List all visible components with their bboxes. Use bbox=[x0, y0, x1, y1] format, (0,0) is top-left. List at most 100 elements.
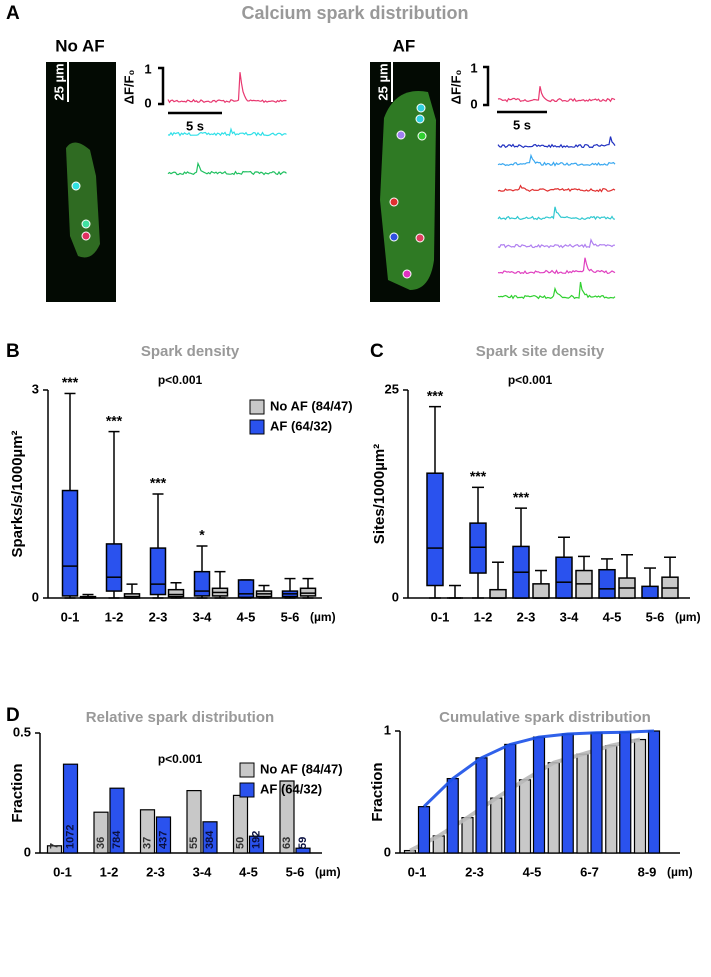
p-value: p<0.001 bbox=[158, 373, 203, 387]
trace bbox=[497, 153, 616, 167]
significance: * bbox=[199, 527, 205, 543]
y-tick-label: 0 bbox=[32, 589, 39, 604]
bar-count: 55 bbox=[188, 837, 200, 849]
bar bbox=[475, 757, 488, 854]
bar bbox=[403, 849, 417, 854]
x-tick-label: 0-1 bbox=[431, 609, 450, 624]
bar bbox=[561, 733, 574, 854]
trace bbox=[497, 184, 616, 193]
legend-label: No AF (84/47) bbox=[260, 761, 343, 776]
panel-label: B bbox=[6, 341, 20, 362]
panel-label: C bbox=[370, 341, 384, 362]
y-tick-label: 0 bbox=[392, 589, 399, 604]
trace-scale bbox=[158, 65, 547, 115]
significance: *** bbox=[470, 468, 487, 484]
trace-tick: 1 bbox=[144, 61, 151, 76]
cell bbox=[380, 91, 436, 290]
bar-count: 784 bbox=[111, 830, 123, 849]
bar bbox=[504, 743, 517, 854]
panel-label: A bbox=[6, 3, 20, 24]
y-tick-label: 1 bbox=[384, 722, 391, 737]
trace-tick: 0 bbox=[470, 96, 477, 111]
bar bbox=[633, 738, 647, 854]
chart-title: Cumulative spark distribution bbox=[439, 709, 651, 726]
box bbox=[426, 472, 444, 587]
bar bbox=[446, 777, 459, 854]
image-label: AF bbox=[393, 36, 416, 55]
box bbox=[555, 556, 573, 599]
chart-title: Spark site density bbox=[476, 343, 605, 360]
bar bbox=[461, 817, 474, 854]
x-tick-label: 4-5 bbox=[603, 609, 622, 624]
x-unit: (µm) bbox=[310, 610, 336, 624]
bar-count: 36 bbox=[95, 837, 107, 849]
box bbox=[237, 579, 255, 599]
spark-site bbox=[417, 131, 427, 141]
x-tick-label: 0-1 bbox=[53, 864, 72, 879]
bar bbox=[248, 835, 265, 854]
spark-site bbox=[415, 114, 425, 124]
x-tick-label: 2-3 bbox=[146, 864, 165, 879]
spark-site bbox=[396, 130, 406, 140]
box bbox=[149, 547, 167, 596]
bar-count: 59 bbox=[297, 837, 309, 849]
image-label: No AF bbox=[55, 36, 104, 55]
x-tick-label: 2-3 bbox=[517, 609, 536, 624]
bar bbox=[576, 753, 589, 854]
significance: *** bbox=[427, 387, 444, 403]
df-bar bbox=[483, 65, 490, 107]
spark-site bbox=[416, 103, 426, 113]
x-tick-label: 3-4 bbox=[193, 864, 213, 879]
bar bbox=[46, 845, 63, 854]
time-bar-label: 5 s bbox=[186, 118, 204, 133]
legend-label: No AF (84/47) bbox=[270, 398, 353, 413]
spark-site bbox=[415, 233, 425, 243]
spark-site bbox=[81, 231, 91, 241]
box bbox=[532, 583, 550, 599]
x-tick-label: 5-6 bbox=[281, 609, 300, 624]
x-tick-label: 4-5 bbox=[239, 864, 258, 879]
bar bbox=[139, 809, 156, 854]
x-tick-label: 2-3 bbox=[465, 864, 484, 879]
legend-swatch bbox=[239, 762, 255, 778]
trace bbox=[497, 86, 616, 103]
x-unit: (µm) bbox=[667, 865, 693, 879]
y-tick-label: 0 bbox=[24, 844, 31, 859]
chart-title: Spark density bbox=[141, 343, 240, 360]
y-axis-label: Sites/1000µm² bbox=[371, 444, 388, 544]
box bbox=[61, 489, 79, 597]
trace bbox=[497, 206, 616, 221]
y-axis-label: Sparks/s/1000µm² bbox=[9, 430, 26, 557]
bar bbox=[619, 731, 632, 854]
legend-swatch bbox=[249, 419, 265, 435]
legend-swatch bbox=[239, 782, 255, 798]
x-tick-label: 4-5 bbox=[237, 609, 256, 624]
box bbox=[193, 570, 211, 597]
box bbox=[299, 587, 317, 597]
p-value: p<0.001 bbox=[158, 752, 203, 766]
x-tick-label: 3-4 bbox=[560, 609, 580, 624]
legend-label: AF (64/32) bbox=[260, 781, 322, 796]
bar bbox=[647, 730, 661, 854]
y-tick-label: 0.5 bbox=[13, 724, 31, 739]
bar-count: 50 bbox=[234, 837, 246, 849]
box bbox=[641, 585, 659, 599]
bar-count: 37 bbox=[141, 837, 153, 849]
x-tick-label: 1-2 bbox=[474, 609, 493, 624]
bar bbox=[186, 789, 202, 854]
chart-title: Relative spark distribution bbox=[86, 709, 274, 726]
box bbox=[105, 543, 123, 592]
bar-count: 1072 bbox=[64, 825, 76, 849]
df-bar bbox=[158, 66, 165, 106]
spark-site bbox=[81, 219, 91, 229]
bar bbox=[109, 787, 125, 854]
x-tick-label: 6-7 bbox=[580, 864, 599, 879]
trace bbox=[167, 161, 287, 176]
spark-site bbox=[402, 269, 412, 279]
x-tick-label: 5-6 bbox=[646, 609, 665, 624]
scale-bar-label: 25 µm bbox=[51, 63, 66, 100]
bar bbox=[518, 779, 532, 854]
box bbox=[469, 522, 487, 574]
box bbox=[598, 568, 616, 599]
box bbox=[489, 588, 507, 599]
